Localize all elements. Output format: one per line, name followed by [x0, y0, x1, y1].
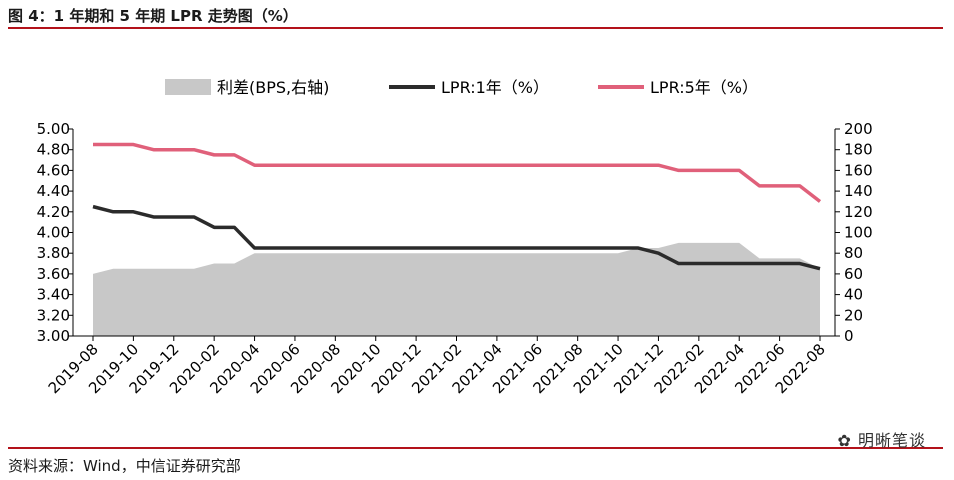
y-right-tick-label: 180 [844, 141, 873, 159]
y-left-tick-label: 4.20 [37, 203, 70, 221]
y-right-tick-label: 0 [844, 327, 854, 345]
y-right-tick-label: 100 [844, 224, 873, 242]
legend-swatch-spread [165, 79, 211, 95]
title-rule [8, 27, 943, 29]
legend-label-lpr-5y: LPR:5年（%） [650, 78, 758, 97]
y-right-tick-label: 140 [844, 182, 873, 200]
y-right-tick-label: 40 [844, 286, 863, 304]
watermark: ✿ 明晰笔谈 [837, 427, 926, 451]
y-left-tick-label: 4.00 [37, 224, 70, 242]
legend-label-spread: 利差(BPS,右轴) [217, 78, 329, 97]
y-left-tick-label: 3.60 [37, 265, 70, 283]
y-right-tick-label: 160 [844, 161, 873, 179]
y-right-tick-label: 80 [844, 244, 863, 262]
spread-area [93, 242, 820, 336]
chart-title: 图 4：1 年期和 5 年期 LPR 走势图（%） [8, 7, 298, 25]
y-left-tick-label: 4.40 [37, 182, 70, 200]
y-right-tick-label: 20 [844, 306, 863, 324]
watermark-text: 明晰笔谈 [857, 431, 926, 450]
source-note: 资料来源：Wind，中信证券研究部 [8, 457, 241, 475]
lpr-chart: 3.00 3.20 3.40 3.60 3.80 4.00 4.20 4.40 4.60 4.80… [37, 78, 873, 397]
y-right-tick-label: 120 [844, 203, 873, 221]
y-left-tick-label: 5.00 [37, 120, 70, 138]
legend-label-lpr-1y: LPR:1年（%） [441, 78, 549, 97]
y-right-tick-label: 200 [844, 120, 873, 138]
wechat-icon: ✿ [837, 431, 852, 450]
y-left-tick-label: 3.20 [37, 306, 70, 324]
y-right-tick-label: 60 [844, 265, 863, 283]
y-left-tick-label: 3.00 [37, 327, 70, 345]
y-left-tick-label: 3.40 [37, 286, 70, 304]
y-left-tick-label: 3.80 [37, 244, 70, 262]
y-left-tick-label: 4.80 [37, 141, 70, 159]
footer-rule [8, 447, 943, 449]
y-left-tick-label: 4.60 [37, 161, 70, 179]
lpr-1y-line [92, 204, 821, 271]
lpr-5y-line [93, 142, 822, 203]
